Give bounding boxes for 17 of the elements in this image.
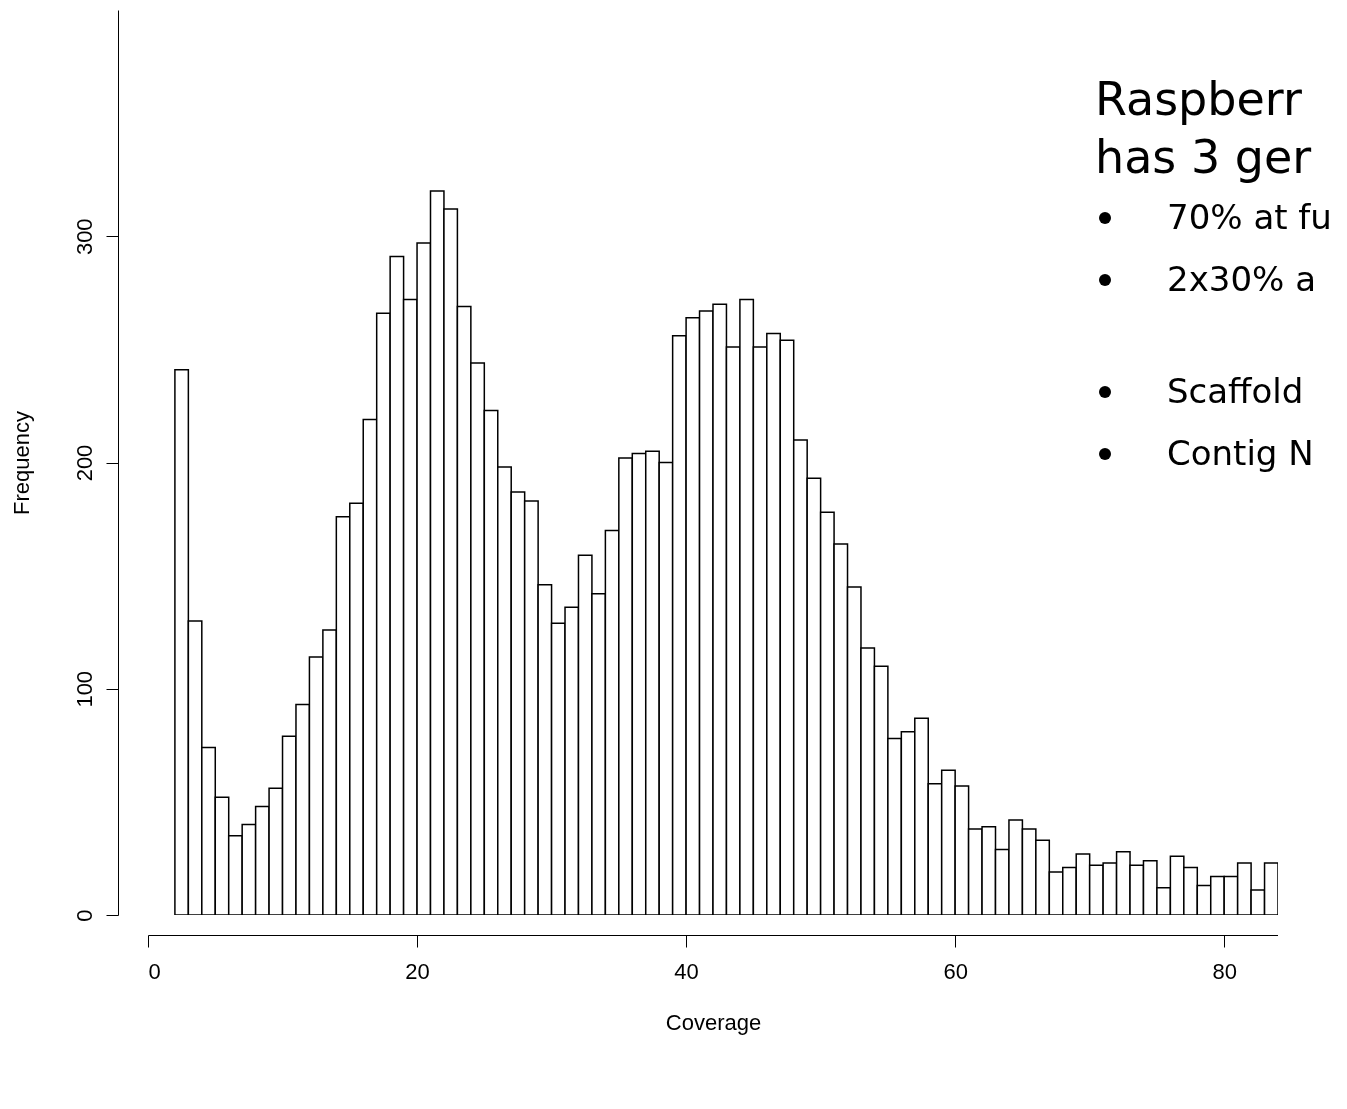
annotation: Raspberr xyxy=(1095,71,1303,128)
y-tick-label: 100 xyxy=(71,670,97,708)
x-tick-label: 80 xyxy=(1212,958,1237,984)
annotation: 2x30% a xyxy=(1166,258,1317,301)
y-tick-label: 300 xyxy=(71,218,97,256)
y-axis-title: Frequency xyxy=(8,411,34,515)
annotation: has 3 ger xyxy=(1095,129,1313,186)
annotation: Contig N xyxy=(1166,432,1315,475)
x-axis-title: Coverage xyxy=(665,1009,762,1035)
y-tick-label: 0 xyxy=(71,909,97,922)
x-tick-label: 0 xyxy=(148,958,161,984)
annotation: 70% at fu xyxy=(1166,196,1332,239)
x-tick-label: 20 xyxy=(405,958,430,984)
y-tick-label: 200 xyxy=(71,444,97,482)
x-tick-label: 60 xyxy=(943,958,968,984)
x-tick-label: 40 xyxy=(674,958,699,984)
annotation: Scaffold xyxy=(1166,370,1305,413)
